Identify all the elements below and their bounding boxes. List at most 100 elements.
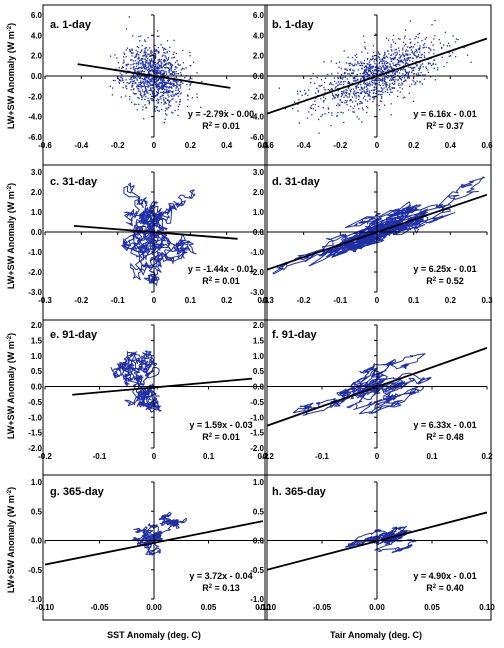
x-tick-label: 0 [375,452,380,461]
data-point [373,51,375,54]
data-point [398,84,400,87]
data-point [310,105,313,107]
data-point [168,86,171,88]
data-point [125,85,127,87]
r-squared: R2 = 0.37 [426,121,464,131]
data-point [312,107,314,110]
data-point [180,81,183,83]
x-tick-label: -0.4 [297,141,311,150]
data-point [366,63,368,65]
data-point [410,46,413,48]
data-point [321,114,323,116]
y-tick-label: 0.0 [31,72,43,81]
data-point [364,69,366,71]
data-point [343,72,345,75]
data-point [349,99,351,102]
data-point [141,49,143,51]
data-point [408,57,410,59]
data-point [423,43,426,45]
data-point [179,81,182,83]
data-point [140,80,142,82]
data-point [429,76,432,78]
data-point [174,94,176,96]
data-point [163,71,165,74]
y-tick-label: 0.0 [31,537,43,546]
data-point [316,87,318,90]
x-tick-label: -0.05 [313,603,332,612]
data-point [415,61,417,63]
data-point [356,103,359,105]
data-point [163,85,166,88]
data-point [163,67,166,69]
data-point [141,59,143,61]
data-point [139,76,142,78]
data-point [441,46,443,49]
data-point [350,91,352,93]
data-point [191,77,193,80]
data-point [141,85,144,88]
data-point [344,102,346,104]
data-point [363,70,366,72]
data-point [317,118,320,121]
x-tick-label: 0.1 [408,296,420,305]
data-point [161,73,163,76]
data-point [154,49,157,51]
data-point [160,87,162,90]
data-point [136,84,138,86]
data-point [394,58,396,60]
data-point [362,97,365,99]
data-point [386,91,389,94]
data-point [157,66,159,69]
data-point [161,88,163,91]
data-point [332,98,334,100]
data-point [420,56,422,59]
data-point [373,86,375,89]
data-point [407,57,409,60]
data-point [154,69,157,71]
data-point [409,38,411,40]
data-point [186,83,188,86]
data-point [402,62,404,64]
data-point [156,85,158,88]
data-point [160,63,163,65]
data-point [371,65,373,68]
data-point [163,100,165,102]
data-point [131,82,134,85]
data-point [156,74,159,76]
data-point [139,70,141,72]
data-point [427,71,430,74]
data-point [170,82,173,85]
data-point [317,91,320,93]
data-point [381,63,383,65]
data-point [375,92,377,95]
data-point [145,54,147,56]
data-point [171,64,174,66]
data-point [177,63,179,65]
data-point [373,92,375,94]
data-point [164,70,166,72]
data-point [375,79,377,82]
r-squared-value: = 0.01 [212,276,240,286]
data-point [140,71,143,73]
data-point [432,44,434,46]
data-point [147,77,149,79]
data-point [364,83,366,85]
data-point [335,62,338,64]
data-point [383,66,385,69]
y-tick-label: 4.0 [31,31,43,40]
data-point [116,57,118,59]
data-point [412,57,414,59]
data-point [380,72,382,74]
data-point [162,65,165,67]
data-point [357,69,359,71]
data-point [134,77,136,80]
data-point [379,70,381,72]
data-point [463,46,465,49]
data-point [367,69,369,71]
data-point [384,83,386,85]
data-point [173,51,175,53]
data-point [172,93,174,96]
data-point [372,96,374,98]
data-point [139,67,141,69]
data-point [146,59,148,62]
